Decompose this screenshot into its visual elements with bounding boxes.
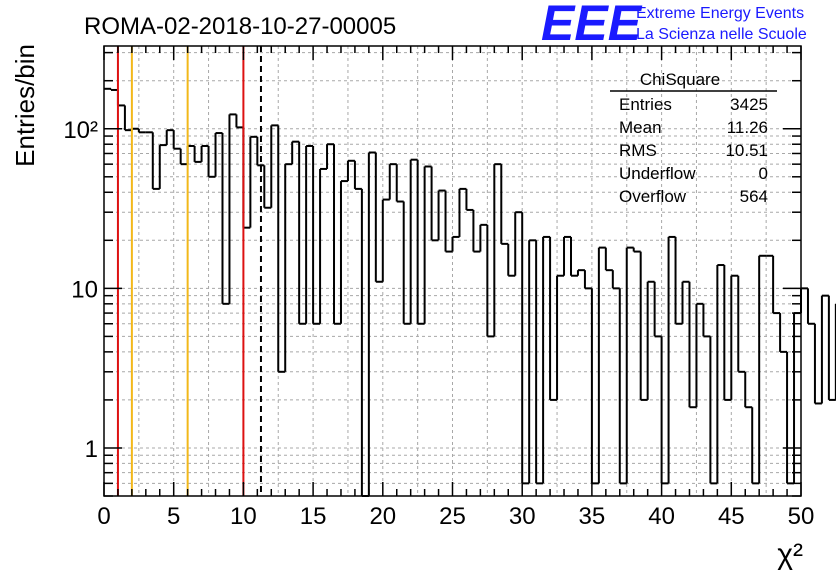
x-tick-label: 0 bbox=[97, 503, 110, 530]
stats-value: 10.51 bbox=[725, 141, 768, 160]
x-tick-label: 15 bbox=[300, 503, 327, 530]
y-axis-title: Entries/bin bbox=[10, 44, 40, 167]
x-tick-label: 45 bbox=[718, 503, 745, 530]
x-tick-label: 20 bbox=[369, 503, 396, 530]
y-tick-label: 10² bbox=[63, 117, 98, 144]
stats-value: 3425 bbox=[730, 95, 768, 114]
statistics-box: ChiSquare Entries 3425 Mean 11.26 RMS 10.51 Un… bbox=[610, 70, 777, 206]
tick-labels: 0 5 10 15 20 25 30 35 40 45 50 1 10 10² bbox=[63, 117, 814, 530]
stats-label: Overflow bbox=[619, 187, 687, 206]
stats-label: RMS bbox=[619, 141, 657, 160]
stats-label: Entries bbox=[619, 95, 672, 114]
y-tick-label: 1 bbox=[85, 436, 98, 463]
stats-rows: Entries 3425 Mean 11.26 RMS 10.51 Underflow 0 Ov… bbox=[619, 95, 768, 206]
x-tick-label: 35 bbox=[579, 503, 606, 530]
x-axis-title: χ² bbox=[777, 538, 803, 571]
x-tick-label: 10 bbox=[230, 503, 257, 530]
axes bbox=[103, 45, 802, 497]
grid-lines bbox=[104, 46, 801, 496]
x-tick-label: 50 bbox=[788, 503, 815, 530]
stats-value: 564 bbox=[740, 187, 768, 206]
stats-title: ChiSquare bbox=[640, 70, 720, 89]
eee-logo: EEE bbox=[541, 0, 643, 51]
x-tick-label: 5 bbox=[167, 503, 180, 530]
x-tick-label: 30 bbox=[509, 503, 536, 530]
stats-label: Underflow bbox=[619, 164, 696, 183]
chart-title: ROMA-02-2018-10-27-00005 bbox=[84, 13, 396, 40]
logo-tagline-1: Extreme Energy Events bbox=[636, 5, 804, 22]
x-tick-label: 40 bbox=[648, 503, 675, 530]
y-tick-label: 10 bbox=[71, 276, 98, 303]
logo-tagline-2: La Scienza nelle Scuole bbox=[636, 26, 807, 43]
stats-label: Mean bbox=[619, 118, 662, 137]
x-tick-label: 25 bbox=[439, 503, 466, 530]
stats-value: 11.26 bbox=[727, 118, 768, 137]
stats-value: 0 bbox=[759, 164, 768, 183]
vertical-threshold-lines bbox=[116, 46, 262, 496]
